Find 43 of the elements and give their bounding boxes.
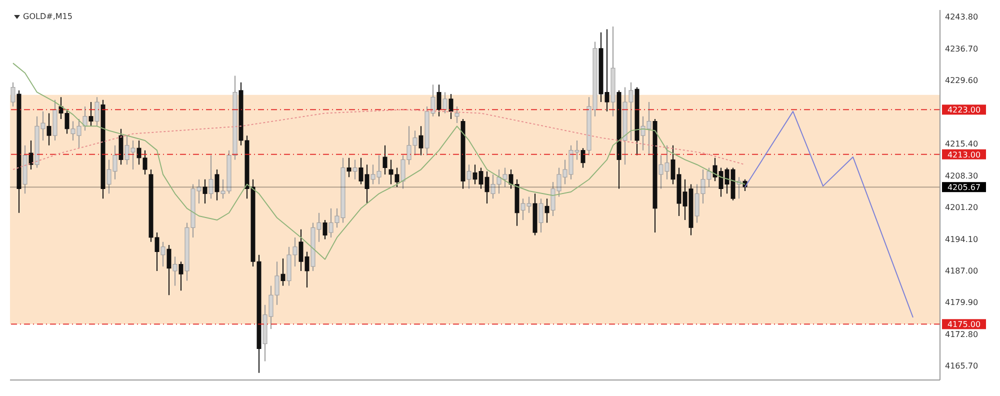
candlestick (208, 154, 214, 200)
candlestick (580, 148, 586, 168)
y-tick-label: 4201.20 (945, 203, 978, 212)
candlestick (280, 258, 286, 286)
candlestick (442, 92, 448, 114)
candlestick (202, 178, 208, 204)
ref-line-label: 4213.00 (947, 150, 981, 160)
y-tick-label: 4243.80 (945, 12, 978, 22)
ref-line-label: 4223.00 (947, 106, 981, 115)
y-tick-label: 4215.40 (945, 140, 978, 149)
candlestick (28, 140, 34, 170)
y-tick-label: 4179.90 (945, 298, 978, 308)
candlestick (322, 220, 328, 240)
ref-line-label: 4205.67 (947, 183, 981, 192)
candlestick (448, 94, 454, 120)
y-tick-label: 4236.70 (945, 44, 978, 54)
y-tick-label: 4229.60 (945, 76, 978, 86)
candlestick (46, 112, 52, 146)
candlestick (352, 159, 358, 180)
y-tick-label: 4165.70 (945, 362, 978, 371)
candlestick (382, 144, 388, 175)
candlestick (178, 261, 184, 292)
candlestick (10, 82, 16, 108)
candlestick (436, 84, 442, 117)
y-tick-label: 4187.00 (945, 266, 978, 276)
candlestick (160, 241, 166, 267)
chart-title: GOLD#,M15 (23, 12, 72, 21)
candlestick (544, 198, 550, 224)
y-tick-label: 4208.30 (945, 171, 978, 180)
y-tick-label: 4172.80 (945, 330, 978, 339)
line-series (12, 109, 746, 170)
candlestick (94, 96, 100, 127)
candlestick (346, 157, 352, 178)
ref-line-label: 4175.00 (947, 320, 981, 330)
candlestick (88, 102, 94, 127)
candlestick (166, 244, 172, 296)
candlestick (214, 169, 220, 201)
candlestick (418, 126, 424, 156)
candlestick (172, 256, 178, 286)
candlestick (538, 198, 544, 234)
candlestick (466, 164, 472, 190)
candlestick (454, 106, 460, 124)
y-tick-label: 4194.10 (945, 234, 978, 244)
